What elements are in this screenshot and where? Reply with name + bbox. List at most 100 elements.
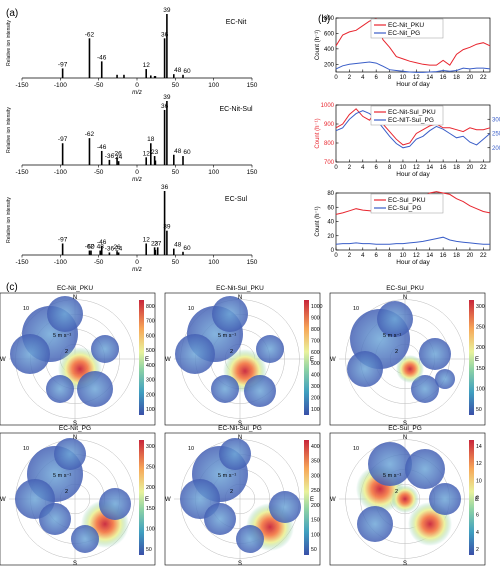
legend-entry: EC-Sul_PKU	[388, 197, 426, 204]
ring-label: 10	[353, 306, 359, 312]
peak-label: 60	[183, 149, 191, 156]
colorbar-tick-label: 200	[311, 396, 320, 402]
x-tick-label: 8	[388, 253, 392, 259]
ring-label: 2	[395, 349, 398, 355]
peak-label: 48	[174, 67, 182, 74]
polar-title: EC-Nit-Sul_PG	[218, 425, 262, 432]
y-tick-label: 800	[324, 141, 335, 147]
ring-label: 10	[188, 446, 194, 452]
peak-label: 36	[161, 31, 169, 38]
colorbar-tick-label: 300	[311, 384, 320, 390]
polar-blob	[47, 296, 83, 332]
peak-label: 12	[143, 150, 151, 157]
x-tick-label: 16	[440, 75, 447, 81]
compass-w: W	[330, 497, 336, 503]
peak-label: -62	[85, 131, 95, 138]
legend-entry: EC-Nit_PKU	[388, 22, 424, 29]
polar-blob	[269, 491, 301, 523]
colorbar-tick-label: 100	[311, 532, 320, 538]
x-tick-label: 0	[334, 75, 338, 81]
x-axis-label: m/z	[132, 267, 142, 273]
peak-label: -97	[58, 236, 68, 243]
compass-w: W	[165, 357, 171, 363]
compass-s: S	[403, 421, 407, 427]
peak-label: 60	[183, 245, 191, 252]
x-tick-label: 12	[413, 253, 420, 259]
peak-label: 24	[115, 154, 123, 161]
polar-plot-0: EC-Nit_PKU N S E W 10 5 m s⁻¹ 2 100 200 300 400 500 6…	[0, 285, 156, 427]
compass-s: S	[238, 561, 242, 567]
x-tick-label: 50	[172, 169, 180, 176]
polar-blob	[435, 369, 455, 389]
x-tick-label: 16	[440, 165, 447, 171]
y-tick-label: 20	[327, 234, 334, 240]
colorbar-tick-label: 200	[146, 485, 155, 491]
colorbar-tick-label: 4	[476, 530, 479, 536]
polar-title: EC-Sul_PKU	[386, 285, 424, 292]
x-tick-label: 100	[208, 169, 219, 176]
polar-plots-panel: EC-Nit_PKU N S E W 10 5 m s⁻¹ 2 100 200 300 400 500 6…	[0, 285, 486, 567]
x-tick-label: 100	[208, 259, 219, 266]
x-tick-label: 8	[388, 75, 392, 81]
polar-title: EC-Sul_PG	[388, 425, 422, 432]
peak-label: -36	[105, 153, 115, 160]
colorbar	[469, 300, 474, 415]
legend-entry: EC-NIT-Sul_PG	[388, 117, 434, 124]
peak-label: 24	[115, 245, 123, 252]
x-tick-label: 20	[467, 75, 474, 81]
x-tick-label: -100	[54, 82, 67, 89]
legend-entry: EC-Nit_PG	[388, 30, 420, 37]
ring-label: 2	[65, 489, 68, 495]
polar-title: EC-Nit_PKU	[57, 285, 93, 292]
x-tick-label: 22	[480, 165, 487, 171]
peak-label: -26	[112, 150, 122, 157]
ring-label: 2	[230, 489, 233, 495]
colorbar-tick-label: 350	[311, 459, 320, 465]
peak-label: 12	[143, 62, 151, 69]
polar-blob	[219, 438, 251, 470]
x-tick-label: 22	[480, 253, 487, 259]
x-tick-label: 100	[208, 82, 219, 89]
colorbar-tick-label: 400	[311, 444, 320, 450]
colorbar-tick-label: 600	[146, 333, 155, 339]
spectrum-1: Relative ion intensity -150 -100 -50 0 50 100 1…	[6, 94, 258, 183]
x-tick-label: 150	[247, 169, 258, 176]
x-tick-label: 2	[348, 75, 352, 81]
colorbar-tick-label: 300	[146, 444, 155, 450]
compass-s: S	[403, 561, 407, 567]
x-tick-label: 4	[361, 75, 365, 81]
x-tick-label: 14	[426, 165, 433, 171]
polar-blob	[236, 525, 264, 553]
compass-s: S	[73, 421, 77, 427]
x-tick-label: -150	[15, 169, 28, 176]
peak-label: -46	[97, 239, 107, 246]
colorbar-tick-label: 12	[476, 461, 482, 467]
polar-blob	[71, 525, 99, 553]
y-tick-label: 800	[324, 16, 335, 22]
colorbar-tick-label: 100	[146, 407, 155, 413]
ring-label: 5 m s⁻¹	[218, 473, 236, 479]
polar-blob	[91, 335, 119, 363]
peak-label: -97	[58, 61, 68, 68]
x-tick-label: -50	[94, 82, 104, 89]
x-tick-label: 6	[375, 75, 379, 81]
series-line	[335, 110, 491, 149]
peak-label: 60	[87, 244, 95, 251]
compass-s: S	[238, 421, 242, 427]
polar-plot-1: EC-Nit-Sul_PKU N S E W 10 5 m s⁻¹ 2 100 200 300 400…	[164, 285, 323, 427]
colorbar	[469, 440, 474, 555]
compass-s: S	[73, 561, 77, 567]
y-axis-label: Relative ion intensity	[6, 197, 12, 243]
colorbar-tick-label: 50	[476, 407, 482, 413]
polar-blob	[211, 375, 239, 403]
y-tick-label-right: 250	[492, 132, 500, 138]
colorbar-tick-label: 200	[146, 392, 155, 398]
x-tick-label: 0	[334, 253, 338, 259]
x-tick-label: -50	[94, 259, 104, 266]
colorbar-tick-label: 100	[146, 526, 155, 532]
x-tick-label: -100	[54, 169, 67, 176]
x-tick-label: 16	[440, 253, 447, 259]
colorbar-tick-label: 100	[476, 386, 485, 392]
polar-blob	[357, 506, 393, 542]
